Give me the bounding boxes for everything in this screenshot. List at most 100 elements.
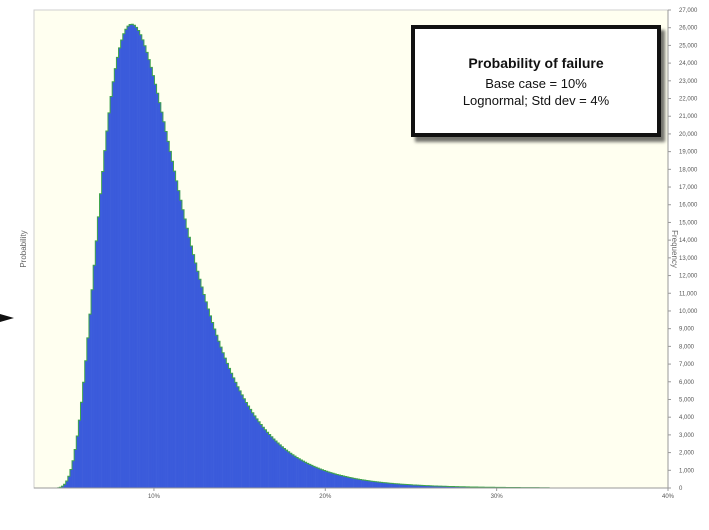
histogram-bar (376, 481, 379, 488)
histogram-bar (205, 301, 208, 488)
histogram-bar (327, 471, 331, 488)
right-tick-label: 21,000 (679, 114, 698, 120)
right-tick-label: 6,000 (679, 380, 695, 386)
histogram-bar (389, 483, 392, 488)
histogram-bar (429, 485, 432, 488)
histogram-bar (120, 40, 124, 488)
histogram-bar (274, 441, 278, 488)
histogram-bar (329, 472, 333, 488)
histogram-bar (465, 486, 468, 488)
histogram-bar (97, 216, 100, 488)
histogram-bar (158, 102, 162, 488)
histogram-bar (357, 479, 360, 488)
histogram-bar (448, 486, 451, 488)
right-tick-label: 26,000 (679, 26, 698, 32)
histogram-bar (226, 363, 229, 488)
histogram-bar (422, 485, 426, 488)
histogram-bar (321, 469, 324, 488)
histogram-bar (380, 482, 383, 488)
right-axis-label: Frequency (670, 230, 679, 268)
histogram-bar (414, 485, 417, 488)
histogram-bar (154, 84, 157, 489)
histogram-bar (179, 200, 183, 489)
histogram-bar (122, 33, 126, 489)
histogram-bar (171, 161, 174, 488)
histogram-bar (255, 418, 259, 488)
histogram-bar (124, 29, 128, 489)
histogram-bar (348, 477, 352, 488)
right-tick-label: 17,000 (679, 185, 698, 191)
histogram-bar (344, 476, 348, 488)
histogram-bar (72, 460, 75, 488)
histogram-bar (103, 150, 107, 488)
histogram-bar (412, 484, 415, 488)
histogram-bar (302, 461, 305, 488)
histogram-bar (420, 485, 424, 488)
annotation-line-base-case: Base case = 10% (485, 75, 587, 91)
histogram-bar (243, 398, 246, 488)
right-tick-label: 19,000 (679, 150, 698, 156)
histogram-bar (165, 131, 168, 489)
histogram-bar (285, 450, 288, 488)
histogram-bar (181, 209, 185, 488)
histogram-bar (99, 193, 102, 489)
histogram-bar (359, 479, 362, 488)
histogram-bar (251, 412, 255, 488)
histogram-bar (287, 451, 291, 488)
histogram-bar (194, 263, 198, 488)
histogram-bar (234, 382, 238, 488)
histogram-bar (450, 486, 453, 488)
histogram-bar (247, 406, 250, 488)
histogram-bar (190, 246, 193, 488)
histogram-bar (222, 352, 225, 488)
histogram-bar (384, 482, 388, 488)
histogram-bar (268, 434, 271, 488)
histogram-bar (126, 26, 130, 488)
bottom-tick-label: 10% (148, 494, 161, 500)
histogram-bar (152, 75, 155, 488)
histogram-bar (416, 485, 419, 488)
histogram-bar (203, 294, 206, 488)
histogram-bar (319, 468, 322, 488)
histogram-bar (351, 477, 354, 488)
right-tick-label: 11,000 (679, 291, 698, 297)
histogram-bar (253, 415, 257, 488)
histogram-bar (342, 476, 345, 488)
histogram-bar (401, 484, 405, 488)
histogram-bar (367, 480, 371, 488)
histogram-bar (260, 424, 263, 488)
histogram-bar (336, 474, 339, 488)
histogram-bar (101, 171, 105, 489)
histogram-bar (129, 24, 132, 488)
right-tick-label: 14,000 (679, 238, 698, 244)
histogram-bar (211, 322, 214, 488)
histogram-bar (323, 470, 326, 488)
histogram-bar (270, 436, 274, 488)
right-tick-label: 9,000 (679, 327, 695, 333)
histogram-bar (238, 390, 242, 488)
histogram-bar (355, 478, 358, 488)
histogram-bar (346, 477, 350, 488)
histogram-bar (188, 237, 191, 488)
histogram-bar (82, 382, 86, 488)
histogram-bar (160, 112, 164, 488)
histogram-bar (272, 438, 276, 488)
histogram-bar (310, 465, 314, 488)
histogram-bar (397, 483, 400, 488)
histogram-bar (116, 57, 119, 488)
histogram-bar (279, 444, 282, 488)
histogram-bar (118, 47, 121, 488)
right-tick-label: 24,000 (679, 61, 698, 67)
histogram-bar (431, 485, 434, 488)
histogram-bar (454, 486, 457, 488)
histogram-bar (228, 368, 231, 488)
histogram-bar (198, 279, 202, 488)
right-tick-label: 25,000 (679, 43, 698, 49)
histogram-bar (427, 485, 430, 488)
histogram-bar (293, 456, 297, 488)
histogram-bar (217, 341, 221, 488)
histogram-bar (107, 112, 111, 489)
histogram-bar (156, 93, 159, 489)
histogram-bar (215, 335, 219, 488)
histogram-bar (262, 427, 265, 488)
